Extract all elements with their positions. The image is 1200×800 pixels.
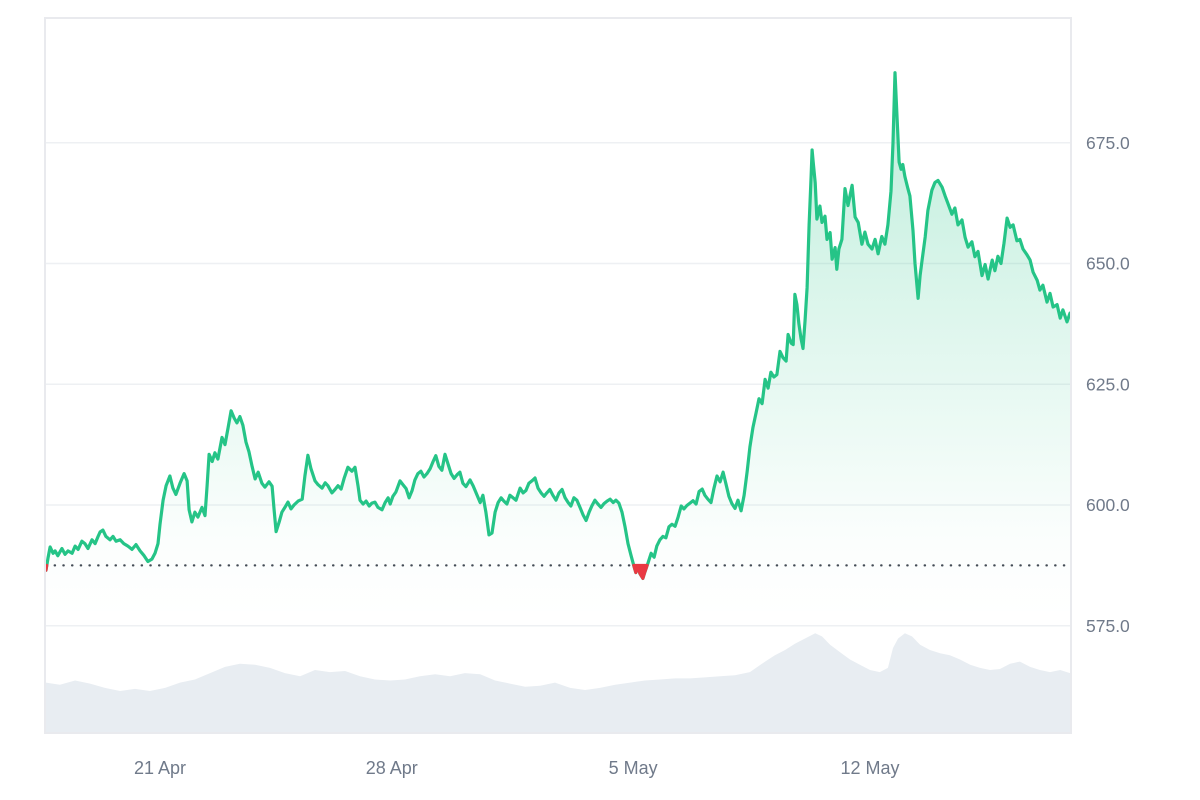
y-axis-tick-label: 675.0 (1086, 133, 1130, 153)
x-axis-tick-label: 5 May (609, 758, 658, 778)
y-axis-tick-label: 575.0 (1086, 616, 1130, 636)
y-axis-tick-label: 650.0 (1086, 254, 1130, 274)
price-line (44, 71, 1072, 581)
price-area (46, 72, 1070, 733)
chart-frame (44, 17, 1072, 734)
x-axis-tick-label: 12 May (840, 758, 899, 778)
volume-area (46, 633, 1070, 733)
x-axis-tick-label: 21 Apr (134, 758, 186, 778)
y-axis-tick-label: 600.0 (1086, 495, 1130, 515)
price-line-below-baseline (632, 563, 649, 580)
y-axis-tick-label: 625.0 (1086, 374, 1130, 394)
price-line-below-baseline (44, 563, 49, 572)
x-axis-tick-label: 28 Apr (366, 758, 418, 778)
